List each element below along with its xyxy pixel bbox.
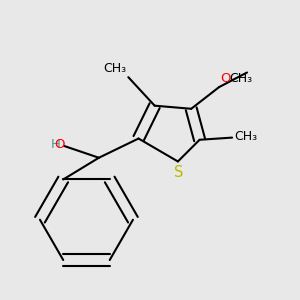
Text: O: O <box>220 72 230 85</box>
Text: CH₃: CH₃ <box>103 62 127 75</box>
Text: CH₃: CH₃ <box>235 130 258 142</box>
Text: S: S <box>174 165 183 180</box>
Text: CH₃: CH₃ <box>229 72 253 85</box>
Text: H: H <box>51 138 61 151</box>
Text: O: O <box>55 138 65 151</box>
